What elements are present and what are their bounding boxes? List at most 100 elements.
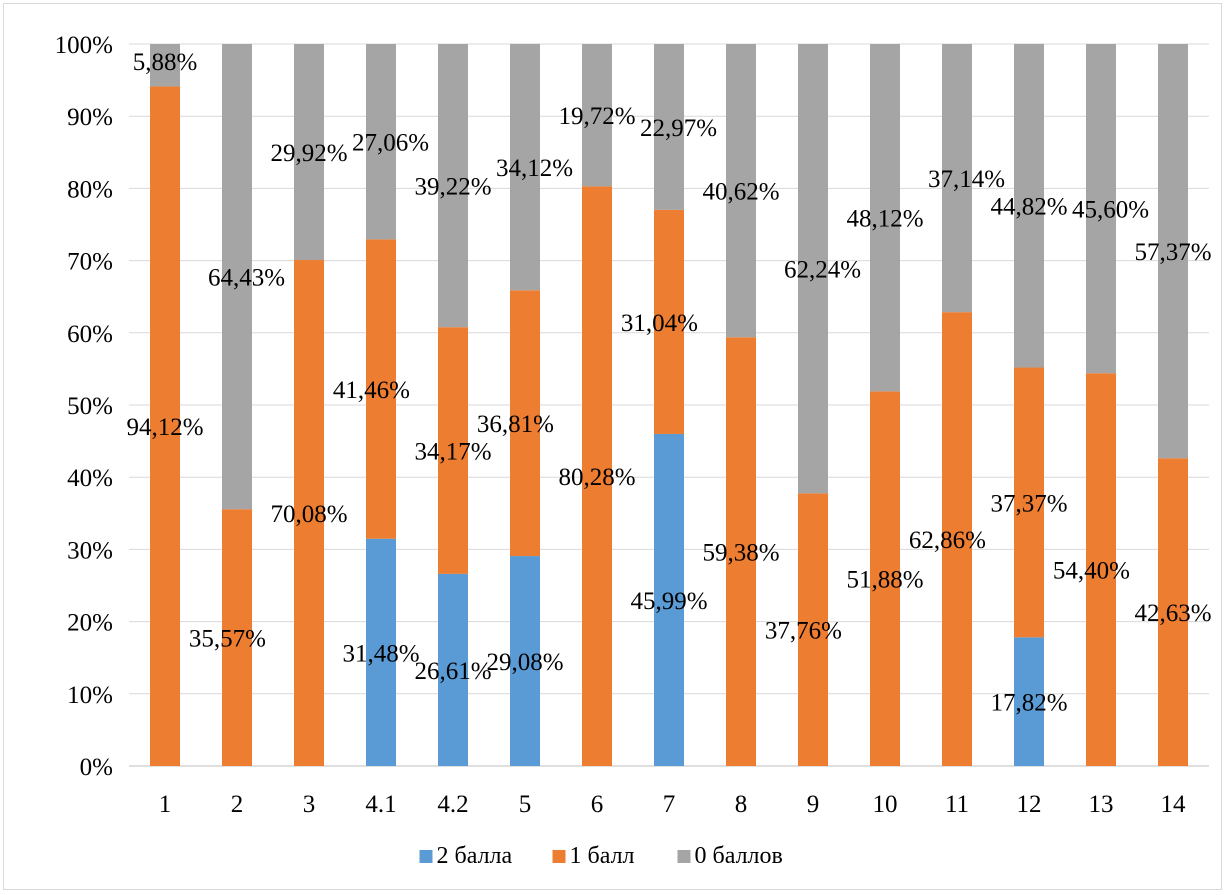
data-label: 62,86% [909, 527, 986, 554]
data-label: 37,14% [928, 166, 1005, 193]
legend-swatch [552, 850, 566, 863]
bar-segment [726, 337, 756, 766]
x-tick-label: 9 [807, 791, 820, 818]
bar-segment [1086, 373, 1116, 766]
data-label: 31,48% [342, 640, 419, 667]
bar-segment [366, 44, 396, 240]
bar-segment [510, 43, 540, 291]
axes: 0%10%20%30%40%50%60%70%80%90%100%1 2 3 4.1 4… [55, 32, 1186, 818]
bar-segment [798, 493, 828, 766]
data-labels: 94,12% 5,88% 35,57% 64,43% 70,08% 29,92% 31,48… [126, 49, 1211, 717]
bar-segment [942, 312, 972, 766]
data-label: 35,57% [189, 626, 266, 653]
bar-segment [654, 209, 684, 434]
data-label: 70,08% [270, 501, 347, 528]
y-tick-label: 90% [67, 104, 113, 131]
data-label: 31,04% [621, 310, 698, 337]
data-label: 36,81% [477, 411, 554, 438]
data-label: 40,62% [702, 179, 779, 206]
data-label: 5,88% [133, 49, 198, 76]
bar-segment [1014, 637, 1044, 766]
bar-segment [1014, 43, 1044, 368]
data-label: 64,43% [208, 265, 285, 292]
y-tick-label: 100% [55, 32, 113, 59]
data-label: 37,37% [990, 490, 1067, 517]
bar-segment [222, 509, 252, 766]
bar-segment [438, 327, 468, 574]
data-label: 26,61% [414, 658, 491, 685]
bar-segment [150, 44, 180, 87]
data-label: 41,46% [333, 377, 410, 404]
data-label: 44,82% [990, 194, 1067, 221]
data-label: 62,24% [784, 257, 861, 284]
data-label: 37,76% [765, 618, 842, 645]
data-label: 80,28% [558, 464, 635, 491]
bar-segment [222, 44, 252, 510]
bar-segment [654, 44, 684, 210]
bar-segment [1158, 44, 1188, 459]
y-tick-label: 80% [67, 176, 113, 203]
bar-segment [942, 44, 972, 313]
data-label: 29,08% [486, 649, 563, 676]
x-tick-label: 6 [591, 791, 604, 818]
y-tick-label: 0% [80, 754, 113, 781]
legend: 2 балла 1 балл 0 баллов [419, 843, 783, 869]
y-tick-label: 40% [67, 465, 113, 492]
bar-segment [582, 44, 612, 187]
bar-segment [870, 391, 900, 766]
data-label: 42,63% [1134, 600, 1211, 627]
bar-segment [582, 186, 612, 766]
x-tick-label: 3 [303, 791, 316, 818]
bar-segment [366, 538, 396, 766]
bar-segment [294, 44, 324, 261]
data-label: 45,60% [1072, 197, 1149, 224]
data-label: 51,88% [846, 567, 923, 594]
bar-segment [798, 44, 828, 494]
bar-segment [510, 556, 540, 766]
x-tick-label: 7 [663, 791, 676, 818]
y-tick-label: 20% [67, 610, 113, 637]
legend-label: 2 балла [437, 843, 513, 869]
data-label: 34,12% [496, 155, 573, 182]
x-tick-label: 12 [1017, 791, 1042, 818]
bar-segment [1086, 44, 1116, 374]
chart-frame: 0% 10% 20% 30% 40% 50% 60% 70% 80% 90% 100% 1 2 3 4.1 4… [3, 3, 1222, 890]
x-tick-label: 4.1 [365, 791, 396, 818]
x-tick-label: 4.2 [437, 791, 468, 818]
legend-label: 0 баллов [695, 843, 783, 869]
y-tick-label: 60% [67, 321, 113, 348]
x-tick-label: 5 [519, 791, 532, 818]
bar-segment [438, 573, 468, 766]
x-tick-label: 8 [735, 791, 748, 818]
data-label: 27,06% [352, 130, 429, 157]
bar-segment [150, 86, 180, 766]
y-tick-label: 30% [67, 537, 113, 564]
data-label: 57,37% [1134, 239, 1211, 266]
x-tick-label: 13 [1089, 791, 1114, 818]
x-tick-label: 11 [945, 791, 969, 818]
data-label: 29,92% [270, 140, 347, 167]
bar-segment [1158, 458, 1188, 766]
y-tick-label: 10% [67, 682, 113, 709]
data-label: 34,17% [414, 439, 491, 466]
bar-segment [366, 239, 396, 539]
x-tick-label: 2 [231, 791, 244, 818]
data-label: 19,72% [558, 103, 635, 130]
data-label: 39,22% [414, 174, 491, 201]
bar-segment [726, 44, 756, 338]
x-tick-label: 1 [159, 791, 172, 818]
bar-segment [1014, 367, 1044, 638]
bar-segment [510, 290, 540, 557]
x-tick-label: 10 [873, 791, 898, 818]
data-label: 22,97% [640, 115, 717, 142]
y-tick-label: 50% [67, 393, 113, 420]
data-label: 45,99% [630, 588, 707, 615]
bar-segment [654, 433, 684, 766]
legend-swatch [677, 850, 691, 863]
bars [150, 43, 1188, 766]
x-tick-label: 14 [1161, 791, 1187, 818]
data-label: 48,12% [846, 206, 923, 233]
legend-swatch [419, 850, 433, 863]
bar-segment [438, 44, 468, 328]
y-tick-label: 70% [67, 249, 113, 276]
